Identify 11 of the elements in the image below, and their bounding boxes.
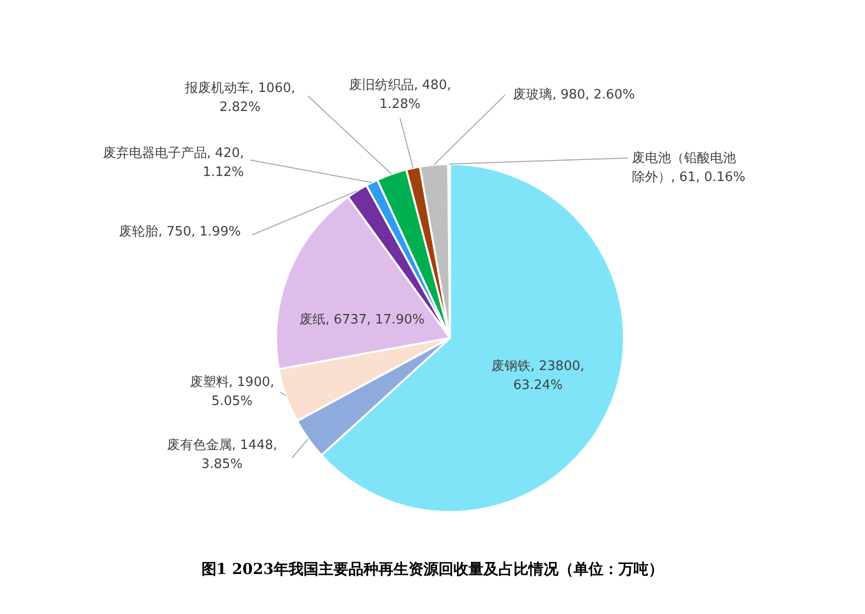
slice-label: 废旧纺织品, 480, 1.28% <box>348 78 452 112</box>
slice-label: 报废机动车, 1060, 2.82% <box>184 80 296 115</box>
slice-label: 废钢铁, 23800, 63.24% <box>492 358 584 393</box>
slice-label: 废有色金属, 1448, 3.85% <box>166 438 278 472</box>
slice-label: 废轮胎, 750, 1.99% <box>119 224 241 240</box>
text: 图1 2023年我国主要品种再生资源回收量及占比情况（单位：万吨） <box>200 560 665 579</box>
slice-label: 废纸, 6737, 17.90% <box>299 312 425 328</box>
slice-label: 废电池（铅酸电池除外）, 61, 0.16% <box>632 150 746 185</box>
slice-label: 废弃电器电子产品, 420, 1.12% <box>102 144 244 180</box>
slice-label: 废塑料, 1900, 5.05% <box>190 374 274 409</box>
slice-label: 废玻璃, 980, 2.60% <box>513 87 635 102</box>
